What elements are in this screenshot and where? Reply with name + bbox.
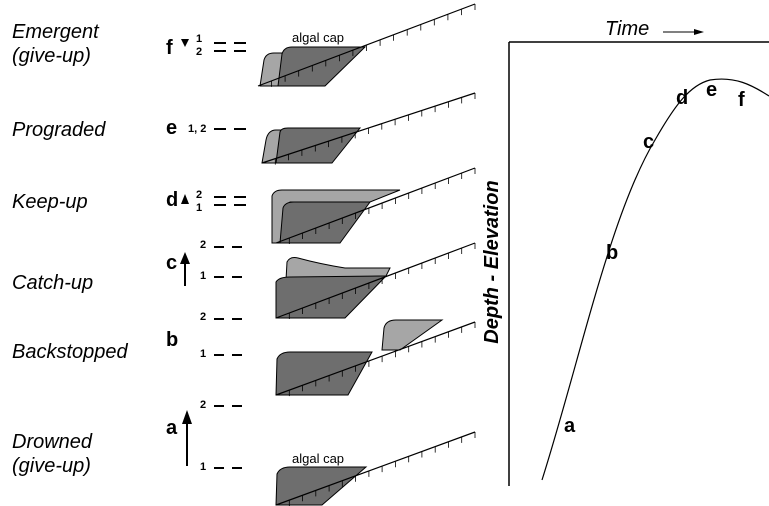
time-arrow xyxy=(663,29,704,35)
profile-drowned xyxy=(275,431,476,506)
curve-point-e: e xyxy=(706,79,718,101)
algal-cap-bottom: algal cap xyxy=(292,451,345,466)
dash-f-1a xyxy=(214,42,226,44)
level-e: 1, 2 xyxy=(188,123,207,135)
level-b-2: 2 xyxy=(200,311,207,323)
dash-d-2b xyxy=(234,204,246,206)
label-backstopped: Backstopped xyxy=(12,341,128,363)
dash-c-1a xyxy=(214,276,224,278)
label-emergent: Emergent (give-up) xyxy=(12,21,99,67)
dash-c-2b xyxy=(232,246,242,248)
arrow-keepup xyxy=(181,194,189,204)
dash-a-2b xyxy=(232,405,242,407)
curve-point-c: c xyxy=(643,131,655,153)
slope-ticks xyxy=(271,4,476,506)
plot-axes xyxy=(508,41,769,486)
dash-d-2a xyxy=(214,204,226,206)
curve-point-b: b xyxy=(606,242,619,264)
dash-a-2a xyxy=(214,405,224,407)
profile-catchup xyxy=(275,242,476,319)
algal-cap-top: algal cap xyxy=(292,30,345,45)
dash-f-2b xyxy=(234,50,246,52)
letter-d: d xyxy=(166,189,179,211)
dash-b-2b xyxy=(232,318,242,320)
letter-f: f xyxy=(166,37,173,59)
level-f-2: 2 xyxy=(196,46,203,58)
level-b-1: 1 xyxy=(200,348,207,360)
level-c-1: 1 xyxy=(200,270,207,282)
label-catchup: Catch-up xyxy=(12,272,94,294)
level-a-1: 1 xyxy=(200,461,207,473)
dash-f-1b xyxy=(234,42,246,44)
curve-point-a: a xyxy=(564,415,576,437)
growth-curve xyxy=(541,78,769,481)
dash-e-a xyxy=(214,128,226,130)
letter-b: b xyxy=(166,329,179,351)
level-d-1: 1 xyxy=(196,202,203,214)
arrow-emergent xyxy=(181,39,189,47)
level-a-2: 2 xyxy=(200,399,207,411)
arrow-drowned xyxy=(182,410,192,466)
level-c-2: 2 xyxy=(200,239,207,251)
plot-y-label: Depth - Elevation xyxy=(481,180,503,344)
dash-c-1b xyxy=(232,276,242,278)
dash-b-1b xyxy=(232,354,242,356)
dash-c-2a xyxy=(214,246,224,248)
dash-a-1b xyxy=(232,467,242,469)
label-keepup: Keep-up xyxy=(12,191,88,213)
level-d-2: 2 xyxy=(196,189,203,201)
curve-point-d: d xyxy=(676,87,689,109)
dash-b-1a xyxy=(214,354,224,356)
dash-d-1a xyxy=(214,196,226,198)
curve-point-f: f xyxy=(738,89,745,111)
profile-backstopped xyxy=(275,319,476,396)
letter-c: c xyxy=(166,252,178,274)
dash-a-1a xyxy=(214,467,224,469)
label-prograded: Prograded xyxy=(12,119,106,141)
level-f-1: 1 xyxy=(196,33,203,45)
letter-a: a xyxy=(166,417,178,439)
dash-f-2a xyxy=(214,50,226,52)
plot-x-label: Time xyxy=(605,18,650,40)
letter-e: e xyxy=(166,117,178,139)
dash-d-1b xyxy=(234,196,246,198)
profile-keepup xyxy=(271,167,476,244)
dash-e-b xyxy=(234,128,246,130)
label-drowned: Drowned (give-up) xyxy=(12,431,93,477)
arrow-catchup xyxy=(180,252,190,286)
dash-b-2a xyxy=(214,318,224,320)
